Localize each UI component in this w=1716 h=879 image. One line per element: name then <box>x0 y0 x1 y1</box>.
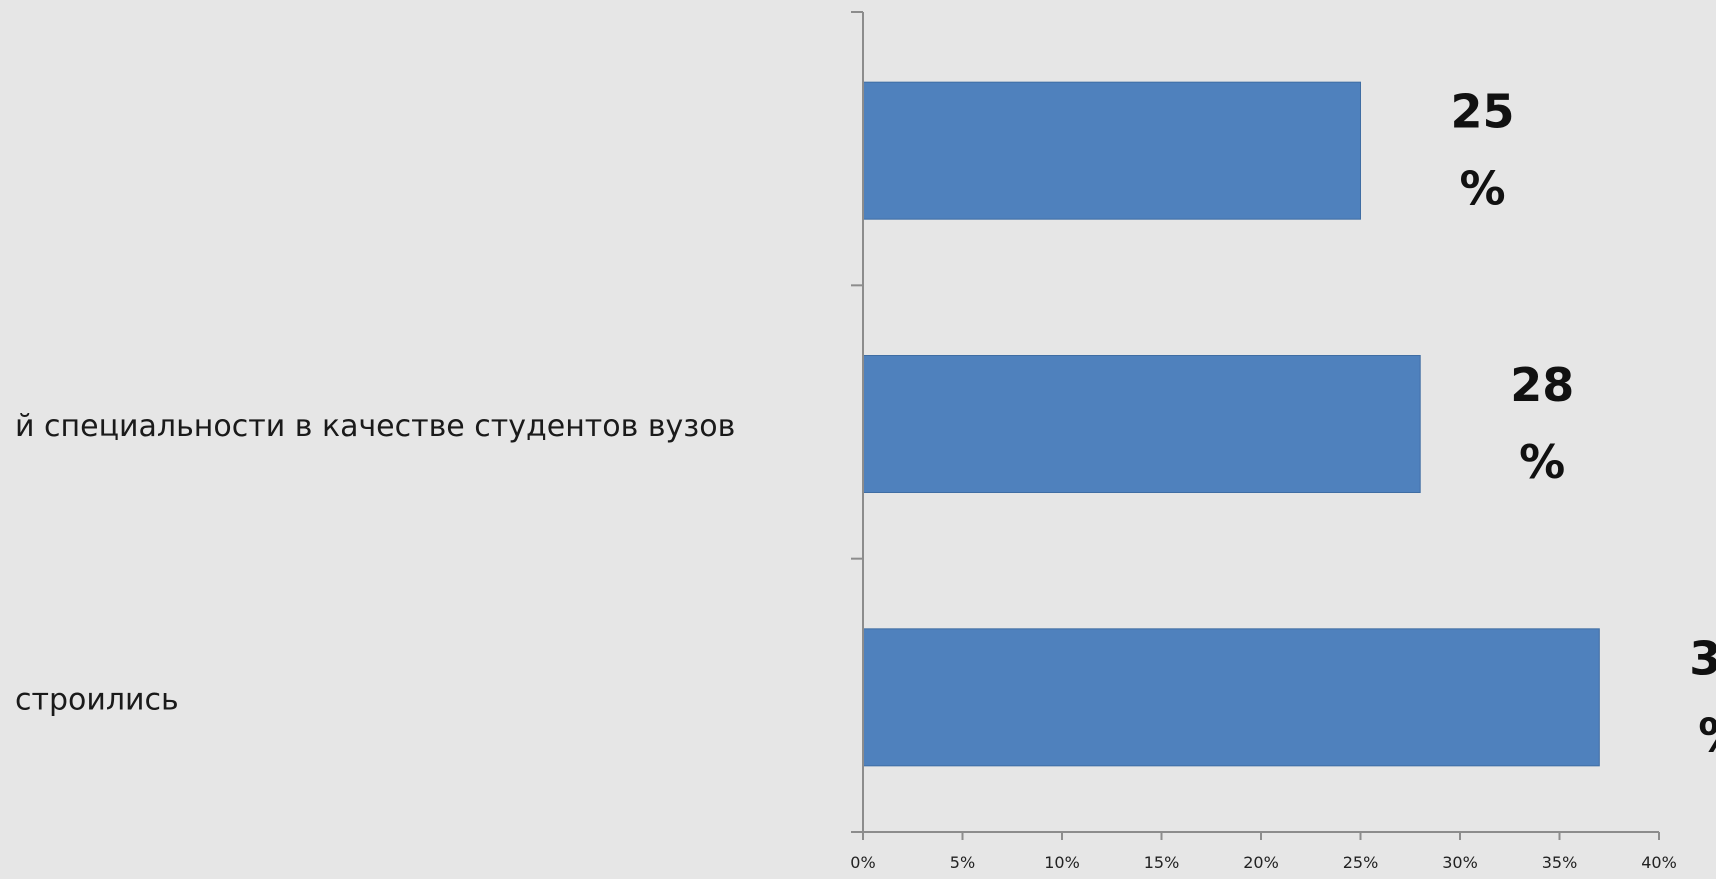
x-tick-label-2: 10% <box>1044 853 1080 872</box>
x-tick-label-5: 25% <box>1343 853 1379 872</box>
category-label-3: строились <box>15 682 179 717</box>
labels-layer: 25% 28% й специальности в качестве студент… <box>15 85 1716 872</box>
bar-1 <box>862 81 1361 220</box>
x-tick-label-4: 20% <box>1243 853 1279 872</box>
category-label-2: й специальности в качестве студентов вуз… <box>15 409 735 444</box>
data-label-3-unit: % <box>1698 708 1716 762</box>
x-tick-label-7: 35% <box>1542 853 1578 872</box>
data-label-2-value: 28 <box>1510 358 1574 412</box>
data-label-1-value: 25 <box>1450 85 1514 139</box>
x-tick-label-1: 5% <box>950 853 975 872</box>
axes-layer <box>851 11 1660 840</box>
x-tick-label-3: 15% <box>1144 853 1180 872</box>
x-tick-label-6: 30% <box>1442 853 1478 872</box>
bars-layer <box>862 81 1600 767</box>
data-label-2-unit: % <box>1519 435 1565 489</box>
data-label-3-value: 37 <box>1689 631 1716 685</box>
x-tick-label-0: 0% <box>850 853 875 872</box>
x-tick-label-8: 40% <box>1641 853 1677 872</box>
bar-2 <box>862 355 1421 493</box>
bar-3 <box>862 628 1600 767</box>
data-label-1-unit: % <box>1459 162 1505 216</box>
